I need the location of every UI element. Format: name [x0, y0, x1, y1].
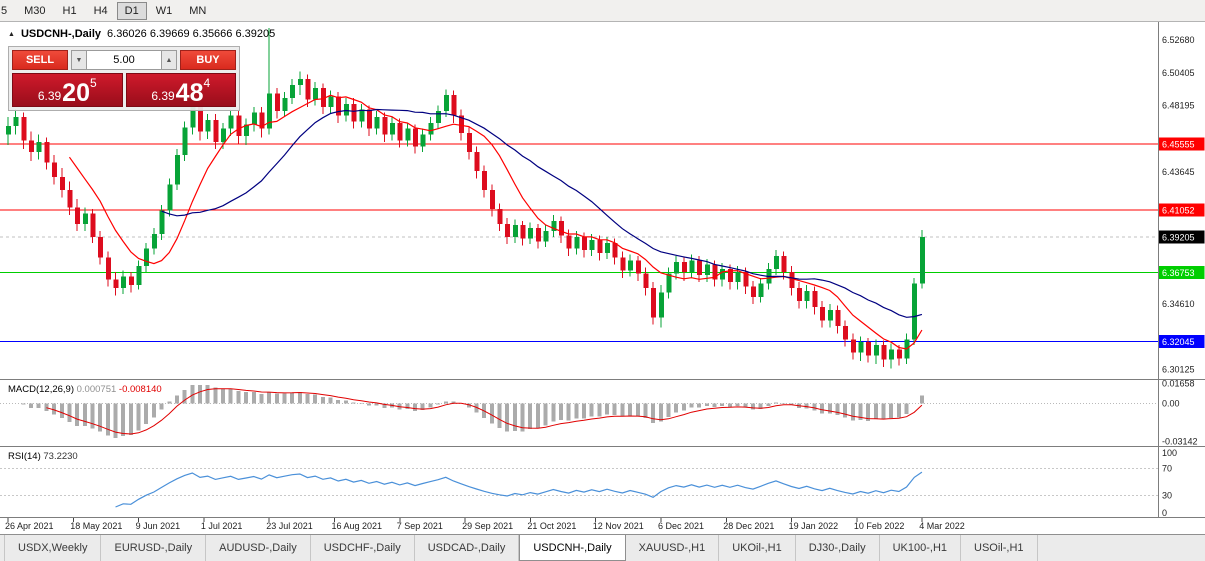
chart-tab[interactable]: XAUUSD-,H1 — [626, 535, 720, 561]
svg-text:7 Sep 2021: 7 Sep 2021 — [397, 521, 443, 531]
timeframe-button-h1[interactable]: H1 — [55, 2, 85, 20]
svg-text:29 Sep 2021: 29 Sep 2021 — [462, 521, 513, 531]
ma-slow-line[interactable] — [161, 108, 923, 318]
svg-text:6.34610: 6.34610 — [1162, 299, 1195, 309]
chart-header: ▲ USDCNH-,Daily 6.36026 6.39669 6.35666 … — [8, 28, 275, 40]
timeframe-button-mn[interactable]: MN — [181, 2, 214, 20]
chart-tab[interactable]: EURUSD-,Daily — [101, 535, 207, 561]
timeframe-button-h4[interactable]: H4 — [86, 2, 116, 20]
lot-size-input[interactable] — [87, 50, 161, 70]
chart-tab[interactable]: USDX,Weekly — [4, 535, 102, 561]
bid-price-prefix: 6.39 — [37, 88, 62, 103]
timeframe-button-d1[interactable]: D1 — [116, 1, 147, 20]
svg-text:26 Apr 2021: 26 Apr 2021 — [5, 521, 54, 531]
svg-text:6 Dec 2021: 6 Dec 2021 — [658, 521, 704, 531]
svg-text:1 Jul 2021: 1 Jul 2021 — [201, 521, 243, 531]
chart-tab-bar: USDX,Weekly EURUSD-,Daily AUDUSD-,Daily USD… — [0, 534, 1205, 561]
price-tag: 6.39205 — [1158, 230, 1205, 244]
macd-axis-label: 0.01658 — [1162, 378, 1195, 388]
macd-label: MACD(12,26,9) 0.000751 -0.008140 — [8, 384, 162, 395]
macd-axis-label: -0.03142 — [1162, 436, 1198, 446]
rsi-axis-label: 70 — [1162, 463, 1172, 473]
one-click-trading-panel: SELL ▼ ▲ BUY 6.39 20 5 6.39 48 4 — [8, 46, 240, 111]
timeframe-button-w1[interactable]: W1 — [148, 2, 181, 20]
chart-tab[interactable]: UKOil-,H1 — [719, 535, 796, 561]
sell-button[interactable]: SELL — [12, 50, 68, 70]
ask-price-prefix: 6.39 — [151, 88, 175, 103]
trade-panel-toggle-icon[interactable]: ▲ — [8, 30, 15, 38]
price-tag: 6.36753 — [1158, 266, 1205, 280]
chart-tab[interactable]: UK100-,H1 — [880, 535, 962, 561]
chevron-down-icon: ▼ — [75, 56, 83, 64]
svg-text:6.45555: 6.45555 — [1162, 140, 1195, 150]
svg-text:6.36753: 6.36753 — [1162, 268, 1195, 278]
svg-text:6.41052: 6.41052 — [1162, 205, 1195, 215]
price-tag: 6.45555 — [1158, 137, 1205, 151]
svg-text:28 Dec 2021: 28 Dec 2021 — [723, 521, 774, 531]
chart-tab[interactable]: USOil-,H1 — [961, 535, 1038, 561]
svg-text:23 Jul 2021: 23 Jul 2021 — [266, 521, 313, 531]
lot-increase-button[interactable]: ▲ — [161, 50, 177, 70]
bid-price-sup: 5 — [89, 76, 97, 90]
svg-text:6.48195: 6.48195 — [1162, 100, 1195, 110]
price-tag: 6.32045 — [1158, 335, 1205, 349]
macd-histogram — [21, 384, 924, 438]
chart-tab[interactable]: USDCHF-,Daily — [311, 535, 415, 561]
chevron-up-icon: ▲ — [165, 56, 173, 64]
svg-text:16 Aug 2021: 16 Aug 2021 — [332, 521, 383, 531]
rsi-axis-label: 100 — [1162, 448, 1177, 458]
lot-size-stepper: ▼ ▲ — [71, 50, 177, 70]
bid-price-big: 20 — [62, 78, 90, 107]
ask-price-big: 48 — [175, 78, 204, 107]
svg-text:6.50405: 6.50405 — [1162, 68, 1195, 78]
svg-text:19 Jan 2022: 19 Jan 2022 — [789, 521, 839, 531]
svg-text:6.39205: 6.39205 — [1162, 232, 1195, 242]
svg-text:18 May 2021: 18 May 2021 — [70, 521, 122, 531]
date-axis: 26 Apr 2021 18 May 2021 9 Jun 2021 1 Jul 20… — [5, 518, 965, 531]
svg-text:6.32045: 6.32045 — [1162, 337, 1195, 347]
buy-button[interactable]: BUY — [180, 50, 236, 70]
chart-window: 6.52680 6.50405 6.48195 6.43645 6.34610 6.301… — [0, 22, 1205, 534]
lot-decrease-button[interactable]: ▼ — [71, 50, 87, 70]
rsi-label: RSI(14) 73.2230 — [8, 451, 78, 462]
horizontal-level-lines[interactable] — [0, 143, 1158, 343]
svg-text:21 Oct 2021: 21 Oct 2021 — [527, 521, 576, 531]
rsi-line — [115, 471, 923, 508]
price-tag: 6.41052 — [1158, 203, 1205, 217]
svg-text:9 Jun 2021: 9 Jun 2021 — [136, 521, 181, 531]
candlestick-chart[interactable]: 6.52680 6.50405 6.48195 6.43645 6.34610 6.301… — [0, 22, 1205, 534]
chart-tab[interactable]: USDCNH-,Daily — [519, 534, 626, 561]
rsi-axis-label: 0 — [1162, 508, 1167, 518]
rsi-axis-label: 30 — [1162, 491, 1172, 501]
ask-price-sup: 4 — [203, 76, 211, 90]
price-axis-labels: 6.52680 6.50405 6.48195 6.43645 6.34610 6.301… — [1162, 35, 1195, 375]
ma-fast-line[interactable] — [68, 94, 923, 350]
macd-signal-line — [46, 388, 923, 435]
svg-text:12 Nov 2021: 12 Nov 2021 — [593, 521, 644, 531]
chart-tab[interactable]: DJ30-,Daily — [796, 535, 880, 561]
svg-text:4 Mar 2022: 4 Mar 2022 — [919, 521, 965, 531]
chart-ohlc-values: 6.36026 6.39669 6.35666 6.39205 — [107, 28, 276, 40]
timeframe-button-5[interactable]: 5 — [0, 2, 15, 20]
chart-symbol-title: USDCNH-,Daily — [20, 28, 102, 40]
macd-axis-label: 0.00 — [1162, 398, 1180, 408]
svg-text:10 Feb 2022: 10 Feb 2022 — [854, 521, 905, 531]
timeframe-toolbar: 5 M30 H1 H4 D1 W1 MN — [0, 0, 1205, 22]
buy-price-button[interactable]: 6.39 48 4 — [125, 73, 236, 107]
svg-text:6.43645: 6.43645 — [1162, 167, 1195, 177]
chart-tab[interactable]: AUDUSD-,Daily — [206, 535, 311, 561]
svg-text:6.30125: 6.30125 — [1162, 365, 1195, 375]
sell-price-button[interactable]: 6.39 20 5 — [12, 73, 123, 107]
chart-tab[interactable]: USDCAD-,Daily — [415, 535, 520, 561]
timeframe-button-m30[interactable]: M30 — [16, 2, 53, 20]
svg-text:6.52680: 6.52680 — [1162, 35, 1195, 45]
